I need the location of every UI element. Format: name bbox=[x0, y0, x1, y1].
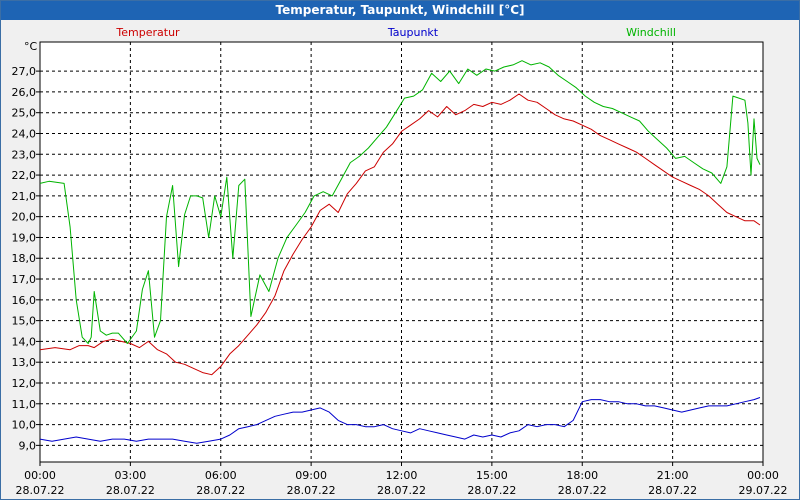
x-tick-time-label: 18:00 bbox=[566, 469, 598, 482]
y-tick-label: 16,0 bbox=[12, 294, 37, 307]
y-tick-label: 14,0 bbox=[12, 335, 37, 348]
legend-taupunkt: Taupunkt bbox=[387, 26, 439, 39]
chart-title: Temperatur, Taupunkt, Windchill [°C] bbox=[1, 1, 799, 20]
x-tick-date-label: 29.07.22 bbox=[739, 484, 788, 497]
x-tick-time-label: 15:00 bbox=[476, 469, 508, 482]
x-tick-time-label: 03:00 bbox=[115, 469, 147, 482]
x-tick-date-label: 28.07.22 bbox=[648, 484, 697, 497]
y-tick-label: 25,0 bbox=[12, 107, 37, 120]
series-line-windchill bbox=[39, 60, 761, 344]
y-tick-label: 24,0 bbox=[12, 127, 37, 140]
x-tick-time-label: 21:00 bbox=[657, 469, 689, 482]
y-tick-label: 17,0 bbox=[12, 273, 37, 286]
y-tick-label: 12,0 bbox=[12, 377, 37, 390]
y-tick-label: 22,0 bbox=[12, 169, 37, 182]
y-tick-label: 20,0 bbox=[12, 211, 37, 224]
y-tick-label: 23,0 bbox=[12, 148, 37, 161]
y-tick-label: 10,0 bbox=[12, 419, 37, 432]
x-tick-time-label: 00:00 bbox=[24, 469, 56, 482]
y-tick-label: 9,0 bbox=[19, 439, 37, 452]
legend-windchill: Windchill bbox=[626, 26, 676, 39]
y-axis-label: °C bbox=[24, 40, 38, 53]
series-line-taupunkt bbox=[39, 397, 761, 444]
x-tick-date-label: 28.07.22 bbox=[467, 484, 516, 497]
y-tick-label: 27,0 bbox=[12, 65, 37, 78]
y-tick-label: 21,0 bbox=[12, 190, 37, 203]
x-tick-time-label: 12:00 bbox=[386, 469, 418, 482]
x-tick-date-label: 28.07.22 bbox=[377, 484, 426, 497]
y-tick-label: 15,0 bbox=[12, 315, 37, 328]
series-line-temperatur bbox=[39, 93, 761, 376]
y-tick-label: 11,0 bbox=[12, 398, 37, 411]
x-tick-date-label: 28.07.22 bbox=[16, 484, 65, 497]
y-tick-label: 18,0 bbox=[12, 252, 37, 265]
x-tick-date-label: 28.07.22 bbox=[558, 484, 607, 497]
x-tick-time-label: 09:00 bbox=[295, 469, 327, 482]
y-tick-label: 19,0 bbox=[12, 231, 37, 244]
x-tick-time-label: 00:00 bbox=[747, 469, 779, 482]
x-tick-date-label: 28.07.22 bbox=[287, 484, 336, 497]
x-tick-date-label: 28.07.22 bbox=[196, 484, 245, 497]
x-tick-date-label: 28.07.22 bbox=[106, 484, 155, 497]
x-tick-time-label: 06:00 bbox=[205, 469, 237, 482]
y-tick-label: 26,0 bbox=[12, 86, 37, 99]
y-tick-label: 13,0 bbox=[12, 356, 37, 369]
legend-temperatur: Temperatur bbox=[115, 26, 180, 39]
